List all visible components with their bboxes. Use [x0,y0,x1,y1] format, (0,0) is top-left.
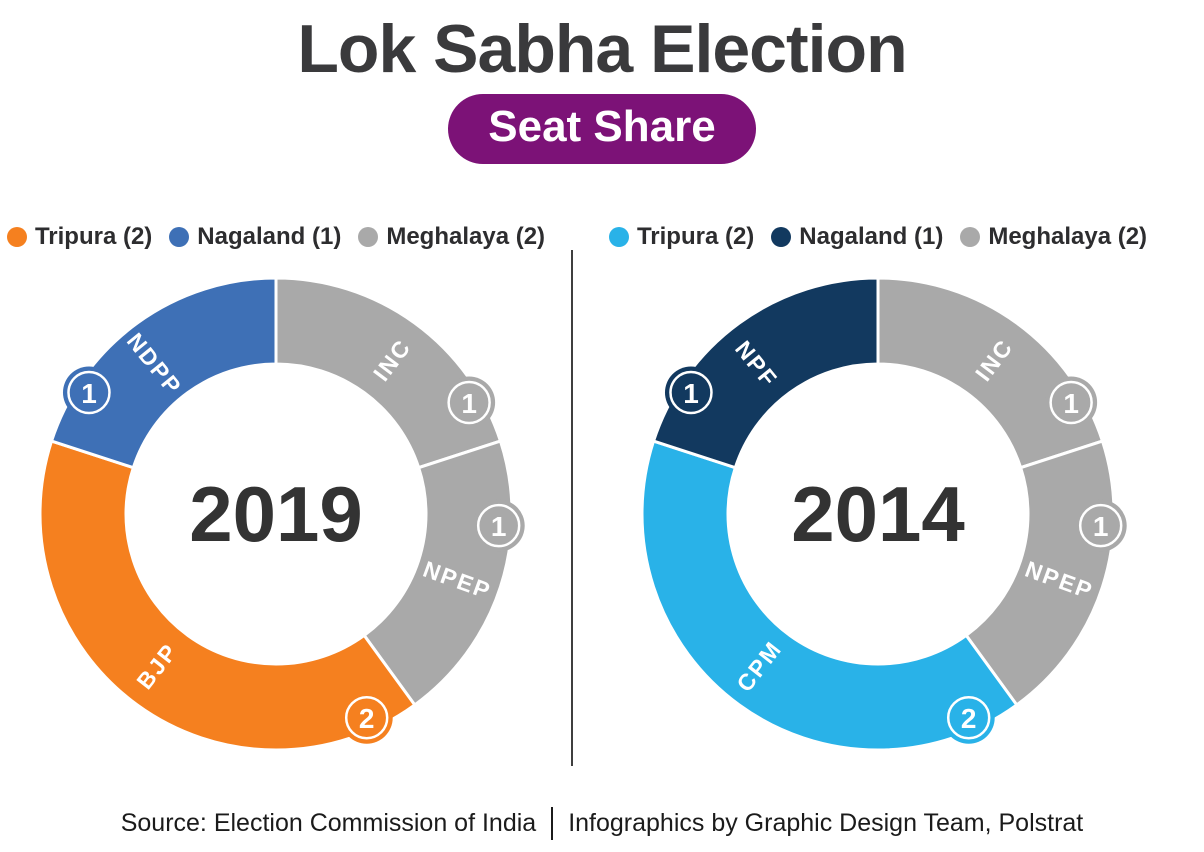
chart-column-2014: Tripura (2) Nagaland (1) Meghalaya (2) INC… [573,220,1204,775]
source-row: Source: Election Commission of India Inf… [0,807,1204,840]
legend-label: Nagaland (1) [197,223,342,250]
legend-label: Nagaland (1) [799,223,944,250]
seat-badge-count: 1 [491,511,507,542]
legend-label: Tripura (2) [636,223,755,250]
legend-dot [960,227,981,247]
legend-label: Tripura (2) [34,223,153,250]
seat-badge-npf: 1 [664,366,717,419]
legend-2014: Tripura (2) Nagaland (1) Meghalaya (2) [608,220,1147,254]
legend-dot [6,227,27,247]
seat-badge-count: 1 [461,388,477,419]
legend-label: Meghalaya (2) [386,223,546,250]
legend-dot [358,227,379,247]
seat-badge-count: 1 [81,378,97,409]
legend-item-tripura: Tripura (2) [6,223,153,251]
seat-badge-ndpp: 1 [62,366,115,419]
seat-badge-count: 1 [1063,388,1079,419]
donut-year-2014: 2014 [791,470,965,558]
seat-badge-npep: 1 [472,499,525,552]
donut-wrap-2019: INC NPEP BJP NDPP 1 1 2 1 2019 [26,274,526,775]
seat-badge-count: 1 [1093,511,1109,542]
seat-badge-count: 2 [359,703,375,734]
seat-share-pill: Seat Share [448,94,756,164]
seat-badge-cpm: 2 [942,691,995,744]
chart-column-2019: Tripura (2) Nagaland (1) Meghalaya (2) INC… [0,220,573,775]
source-separator [551,807,554,840]
seat-badge-inc: 1 [443,376,496,429]
seat-badge-npep: 1 [1074,499,1127,552]
source-right: Infographics by Graphic Design Team, Pol… [568,809,1084,837]
center-divider [571,250,573,766]
donut-wrap-2014: INC NPEP CPM NPF 1 1 2 1 2014 [628,274,1128,775]
legend-2019: Tripura (2) Nagaland (1) Meghalaya (2) [6,220,545,254]
donut-segment-inc [876,276,1105,470]
legend-label: Meghalaya (2) [988,223,1148,250]
subtitle-badge-wrap: Seat Share [0,94,1204,164]
source-left: Source: Election Commission of India [120,809,537,837]
donut-segment-bjp [38,439,417,752]
seat-badge-count: 2 [961,703,977,734]
seat-badge-count: 1 [683,378,699,409]
donut-segment-inc [274,276,503,470]
charts-row: Tripura (2) Nagaland (1) Meghalaya (2) INC… [0,220,1204,775]
legend-item-meghalaya: Meghalaya (2) [358,223,545,251]
legend-item-tripura: Tripura (2) [608,223,755,251]
donut-year-2019: 2019 [189,470,363,558]
legend-dot [608,227,629,247]
chart-2014: Tripura (2) Nagaland (1) Meghalaya (2) INC… [608,220,1147,775]
legend-dot [771,227,792,247]
legend-dot [169,227,190,247]
donut-segment-npf [651,276,880,470]
chart-2019: Tripura (2) Nagaland (1) Meghalaya (2) INC… [6,220,545,775]
seat-badge-inc: 1 [1045,376,1098,429]
seat-badge-bjp: 2 [340,691,393,744]
page-title: Lok Sabha Election [297,11,907,87]
legend-item-nagaland: Nagaland (1) [771,223,943,251]
legend-item-nagaland: Nagaland (1) [169,223,341,251]
legend-item-meghalaya: Meghalaya (2) [960,223,1147,251]
donut-segment-cpm [640,439,1019,752]
donut-segment-ndpp [49,276,278,470]
